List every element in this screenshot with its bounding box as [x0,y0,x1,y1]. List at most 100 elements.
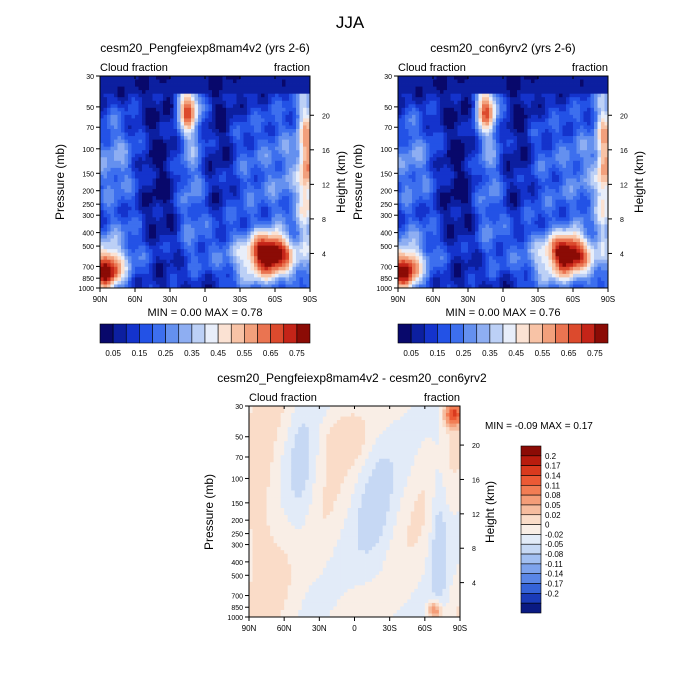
heatmap-cell [447,164,451,169]
heatmap-cell [250,266,255,271]
heatmap-cell [275,79,279,84]
heatmap-cell [429,136,434,140]
heatmap-cell [233,100,237,105]
heatmap-cell [289,139,293,144]
heatmap-cell [254,273,258,278]
heatmap-cell [443,210,448,215]
heatmap-cell [426,86,430,91]
heatmap-cell [457,83,462,87]
heatmap-cell [191,192,195,197]
heatmap-cell [461,231,465,236]
heatmap-cell [198,157,202,162]
heatmap-cell [292,199,297,204]
heatmap-cell [401,146,406,151]
heatmap-cell [215,235,220,239]
heatmap-cell [219,171,223,176]
heatmap-cell [191,100,195,105]
heatmap-cell [429,174,434,179]
heatmap-cell [222,273,227,278]
heatmap-cell [436,224,441,229]
heatmap-cell [173,125,178,130]
heatmap-cell [264,171,269,176]
heatmap-cell [243,182,248,186]
heatmap-cell [145,178,150,183]
heatmap-cell [222,231,227,236]
heatmap-cell [461,249,465,254]
heatmap-cell [152,114,157,119]
heatmap-cell [103,220,108,225]
heatmap-cell [447,185,451,190]
heatmap-cell [243,227,248,232]
heatmap-cell [257,277,262,282]
heatmap-cell [440,150,444,155]
heatmap-cell [142,160,146,165]
heatmap-cell [173,273,178,278]
heatmap-cell [110,238,115,243]
heatmap-cell [243,210,248,215]
heatmap-cell [208,206,213,211]
heatmap-cell [156,192,160,197]
heatmap-cell [173,270,178,275]
heatmap-cell [187,213,192,218]
heatmap-cell [257,249,262,254]
heatmap-cell [450,90,455,95]
heatmap-cell [247,107,251,112]
heatmap-cell [412,256,416,261]
heatmap-cell [457,153,462,158]
heatmap-cell [163,245,167,250]
heatmap-cell [212,157,216,162]
heatmap-cell [121,235,125,239]
heatmap-cell [103,111,108,116]
heatmap-cell [208,107,213,112]
heatmap-cell [222,199,227,204]
heatmap-cell [419,139,423,144]
colorbar-label: 0.35 [184,349,200,358]
heatmap-cell [422,174,427,179]
heatmap-cell [145,100,150,105]
heatmap-cell [124,192,129,197]
heatmap-cell [100,284,104,289]
heatmap-cell [436,167,441,172]
heatmap-cell [426,136,430,140]
heatmap-cell [303,259,307,264]
heatmap-cell [454,132,458,137]
heatmap-cell [250,235,255,239]
heatmap-cell [159,199,164,204]
heatmap-cell [180,220,185,225]
heatmap-cell [292,104,297,109]
heatmap-cell [163,132,167,137]
heatmap-cell [471,143,476,148]
heatmap-cell [282,206,286,211]
heatmap-cell [163,153,167,158]
heatmap-cell [219,227,223,232]
heatmap-cell [117,227,122,232]
heatmap-cell [163,256,167,261]
heatmap-cell [208,79,213,84]
heatmap-cell [240,284,244,289]
heatmap-cell [100,118,104,123]
heatmap-cell [447,210,451,215]
heatmap-cell [236,242,241,246]
heatmap-cell [419,280,423,285]
heatmap-cell [271,157,276,162]
heatmap-cell [114,93,118,98]
heatmap-cell [289,284,293,289]
heatmap-cell [457,220,462,225]
heatmap-cell [422,206,427,211]
heatmap-cell [184,270,188,275]
heatmap-cell [156,252,160,257]
heatmap-cell [170,125,174,130]
heatmap-cell [447,284,451,289]
heatmap-cell [278,114,283,119]
heatmap-cell [215,238,220,243]
heatmap-cell [275,192,279,197]
heatmap-cell [299,266,304,271]
heatmap-cell [187,266,192,271]
heatmap-cell [306,242,311,246]
heatmap-cell [215,160,220,165]
heatmap-cell [124,224,129,229]
heatmap-cell [180,171,185,176]
heatmap-cell [135,97,139,102]
heatmap-cell [264,252,269,257]
heatmap-cell [107,277,111,282]
